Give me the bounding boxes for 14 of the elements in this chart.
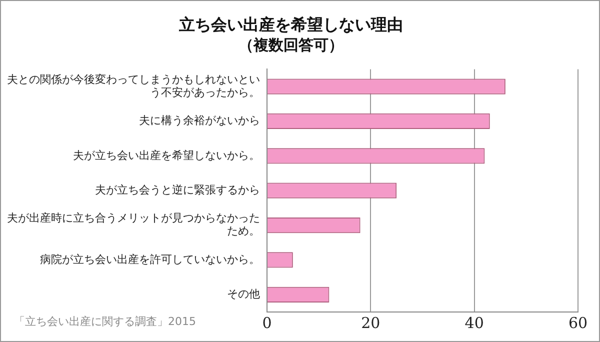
chart-subtitle: （複数回答可） xyxy=(238,36,344,54)
x-tick-label: 20 xyxy=(361,314,380,332)
y-tick-label: 夫との関係が今後変わってしまうかもしれないという不安があったから。 xyxy=(7,72,260,99)
x-tick-label: 60 xyxy=(568,314,588,332)
y-tick-label: 夫に構う余裕がないから xyxy=(139,114,260,128)
y-tick-label: 夫が立ち会い出産を希望しないから。 xyxy=(73,148,260,162)
y-tick-label: その他 xyxy=(227,288,260,301)
y-tick-label: 夫が出産時に立ち合うメリットが見つからなかったため。 xyxy=(7,212,260,238)
text: 「立ち会い出産に関する調査」2015 xyxy=(14,314,196,329)
x-tick-label: 40 xyxy=(464,314,484,332)
y-tick-label: 病院が立ち会い出産を許可していないから。 xyxy=(40,252,260,266)
chart-title: 立ち会い出産を希望しない理由 xyxy=(178,14,403,34)
y-tick-label: 夫が立ち会うと逆に緊張するから xyxy=(95,183,260,196)
x-tick-label: 0 xyxy=(262,314,272,332)
